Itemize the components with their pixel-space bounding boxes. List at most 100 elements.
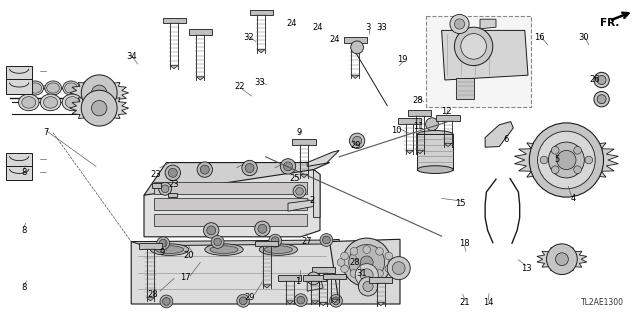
Text: 4: 4 [570, 194, 575, 203]
Ellipse shape [81, 81, 97, 95]
Polygon shape [300, 174, 308, 178]
Circle shape [551, 147, 559, 154]
Circle shape [574, 166, 582, 173]
Ellipse shape [65, 97, 79, 108]
Circle shape [594, 92, 609, 107]
Polygon shape [6, 153, 32, 167]
Polygon shape [314, 170, 320, 218]
Text: 24: 24 [330, 36, 340, 44]
Circle shape [330, 294, 342, 307]
Circle shape [360, 256, 373, 269]
Polygon shape [344, 37, 367, 43]
Circle shape [211, 236, 224, 248]
Circle shape [349, 133, 365, 148]
Ellipse shape [156, 246, 184, 253]
Circle shape [529, 123, 604, 197]
Text: 9: 9 [159, 248, 164, 257]
Circle shape [258, 224, 267, 233]
Polygon shape [398, 118, 421, 124]
Circle shape [294, 294, 307, 307]
Ellipse shape [264, 246, 292, 253]
Text: 8: 8 [21, 226, 26, 235]
Text: 19: 19 [397, 55, 407, 64]
Polygon shape [408, 110, 431, 116]
Circle shape [340, 252, 348, 260]
Circle shape [552, 166, 559, 173]
Polygon shape [257, 50, 265, 53]
Circle shape [351, 41, 364, 54]
Circle shape [363, 246, 371, 253]
Circle shape [307, 272, 320, 285]
Polygon shape [250, 10, 273, 15]
Circle shape [200, 165, 209, 174]
Polygon shape [537, 246, 587, 272]
Text: FR.: FR. [600, 18, 620, 28]
Polygon shape [163, 18, 186, 23]
Ellipse shape [83, 83, 95, 93]
Circle shape [360, 269, 373, 282]
Polygon shape [323, 274, 346, 279]
Ellipse shape [63, 81, 79, 95]
Text: 28: 28 [147, 290, 157, 299]
Circle shape [92, 100, 107, 116]
Circle shape [363, 271, 371, 279]
Polygon shape [485, 122, 513, 147]
Circle shape [547, 244, 577, 275]
Bar [168, 193, 177, 197]
Polygon shape [377, 302, 385, 306]
Ellipse shape [417, 131, 453, 138]
Text: 13: 13 [521, 264, 531, 273]
Circle shape [556, 253, 568, 266]
Circle shape [597, 95, 606, 104]
Polygon shape [480, 19, 496, 29]
Circle shape [585, 156, 593, 164]
Circle shape [337, 259, 345, 266]
Text: 31: 31 [356, 269, 367, 278]
Text: 1: 1 [295, 277, 300, 286]
Ellipse shape [40, 94, 61, 111]
Circle shape [461, 34, 486, 59]
Text: 20: 20 [184, 252, 194, 260]
Text: 14: 14 [483, 298, 493, 307]
Text: 8: 8 [21, 168, 26, 177]
Text: 34: 34 [126, 52, 136, 61]
Circle shape [376, 270, 383, 277]
Ellipse shape [29, 83, 42, 93]
Ellipse shape [210, 246, 238, 253]
Text: 17: 17 [180, 273, 191, 282]
Text: 16: 16 [534, 33, 545, 42]
Circle shape [388, 259, 396, 266]
Circle shape [81, 75, 117, 111]
Circle shape [157, 237, 170, 250]
Circle shape [204, 223, 219, 238]
Circle shape [255, 221, 270, 236]
Polygon shape [330, 239, 400, 304]
Text: 25: 25 [289, 174, 300, 183]
Polygon shape [196, 77, 204, 80]
Circle shape [392, 262, 405, 275]
Ellipse shape [45, 81, 61, 95]
Polygon shape [170, 66, 178, 69]
Circle shape [355, 264, 378, 287]
Circle shape [214, 238, 221, 246]
Text: 33: 33 [254, 78, 264, 87]
Circle shape [597, 76, 606, 84]
Circle shape [349, 244, 385, 280]
Text: 28: 28 [350, 258, 360, 267]
Ellipse shape [27, 81, 44, 95]
Text: 9: 9 [296, 128, 301, 137]
Circle shape [297, 296, 305, 304]
Text: 7: 7 [44, 128, 49, 137]
Circle shape [160, 295, 173, 308]
Text: 11: 11 [413, 122, 423, 131]
Polygon shape [131, 239, 339, 246]
Polygon shape [406, 150, 413, 154]
Polygon shape [292, 139, 316, 145]
Circle shape [454, 19, 465, 29]
Text: 10: 10 [392, 126, 402, 135]
Text: 23: 23 [150, 170, 161, 179]
Text: 15: 15 [456, 199, 466, 208]
Circle shape [454, 27, 493, 66]
Polygon shape [70, 93, 129, 123]
Text: 22: 22 [235, 82, 245, 91]
